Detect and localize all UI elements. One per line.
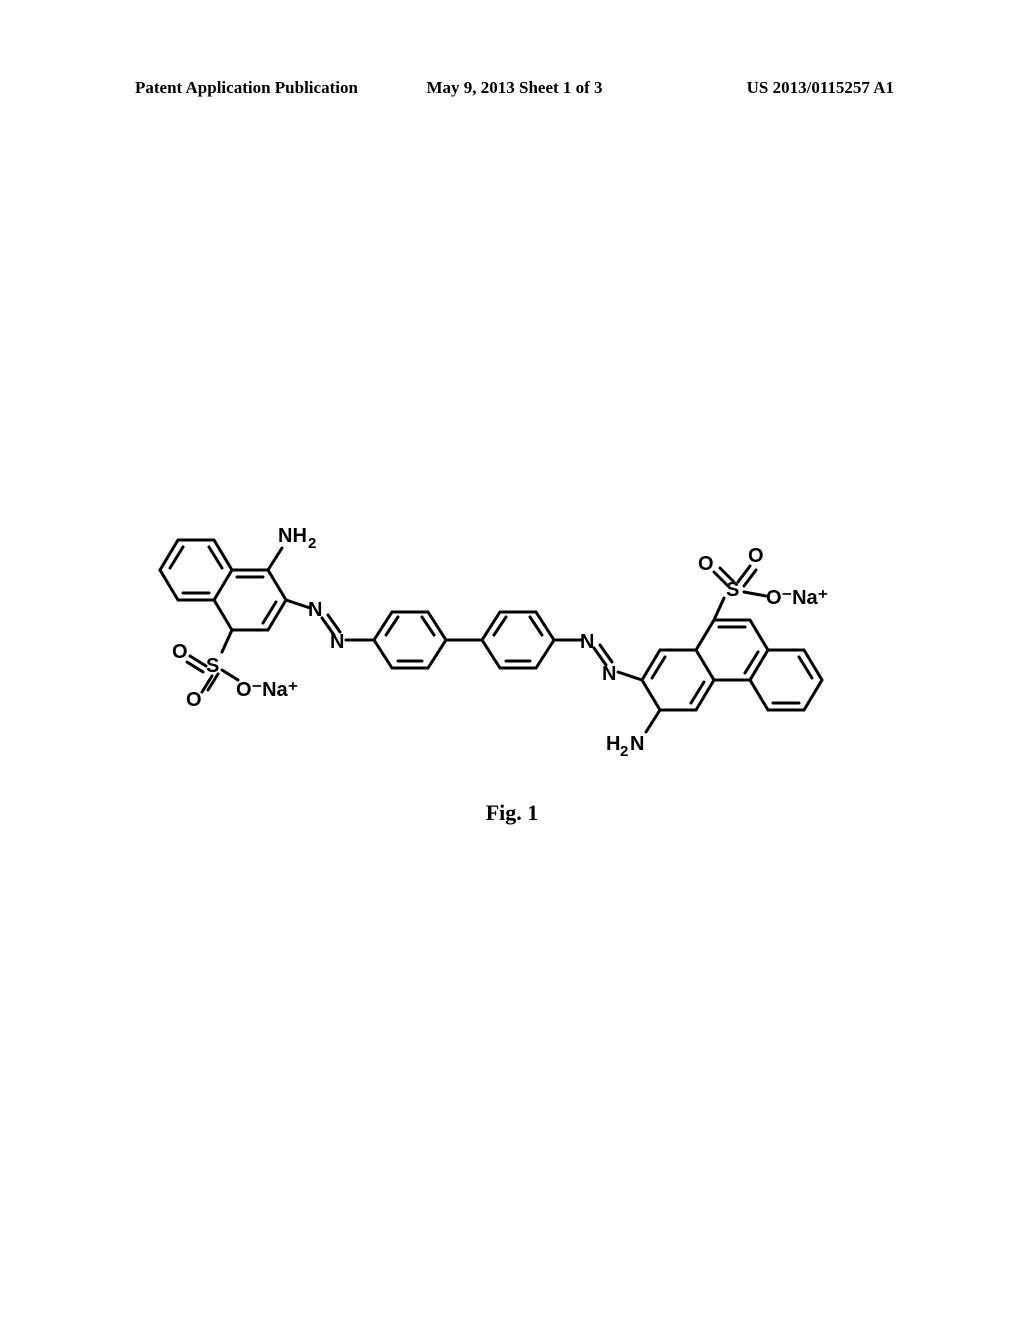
atom-label-ona-right: O⁻Na⁺	[766, 587, 828, 609]
atom-label-s-left: S	[206, 655, 219, 677]
atom-label-s-right: S	[726, 579, 739, 601]
atom-label-o-right2: O	[748, 545, 764, 567]
atom-label-n3: N	[580, 631, 594, 653]
atom-label-o-left2: O	[186, 689, 202, 711]
page-header: Patent Application Publication May 9, 20…	[0, 78, 1024, 98]
atom-label-n1: N	[308, 599, 322, 621]
atom-label-o-left1: O	[172, 641, 188, 663]
atom-label-ona-left: O⁻Na⁺	[236, 679, 298, 701]
chemical-structure-svg: NH 2 N N O S O O⁻Na⁺ N N H 2 N O O S O⁻N…	[130, 500, 890, 760]
atom-label-n2: N	[330, 631, 344, 653]
atom-label-h2n-right-n: N	[630, 733, 644, 755]
header-patent-number: US 2013/0115257 A1	[641, 78, 894, 98]
header-date-sheet: May 9, 2013 Sheet 1 of 3	[388, 78, 641, 98]
atom-label-nh2-left: NH	[278, 525, 307, 547]
atom-label-nh2-left-sub: 2	[308, 535, 316, 552]
atom-label-h2n-right-sub: 2	[620, 743, 628, 760]
header-publication-type: Patent Application Publication	[135, 78, 388, 98]
atom-label-n4: N	[602, 663, 616, 685]
chemical-structure-figure: NH 2 N N O S O O⁻Na⁺ N N H 2 N O O S O⁻N…	[130, 500, 890, 760]
atom-label-o-right1: O	[698, 553, 714, 575]
atom-label-h2n-right: H	[606, 733, 620, 755]
figure-caption: Fig. 1	[0, 800, 1024, 826]
